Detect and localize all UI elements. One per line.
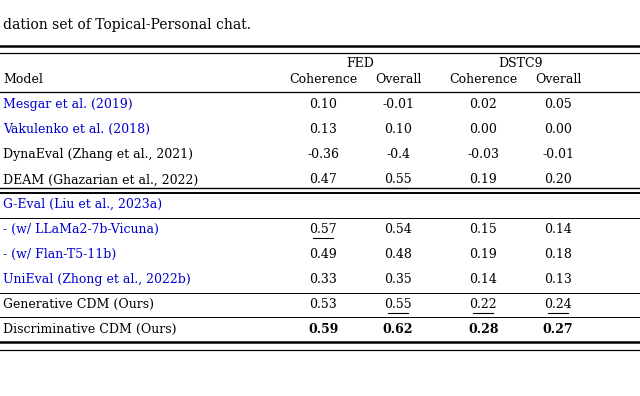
Text: 0.49: 0.49 xyxy=(309,248,337,261)
Text: 0.15: 0.15 xyxy=(469,223,497,236)
Text: Generative CDM (Ours): Generative CDM (Ours) xyxy=(3,298,154,311)
Text: 0.14: 0.14 xyxy=(469,273,497,286)
Text: 0.13: 0.13 xyxy=(309,124,337,136)
Text: DSTC9: DSTC9 xyxy=(498,57,543,70)
Text: DynaEval (Zhang et al., 2021): DynaEval (Zhang et al., 2021) xyxy=(3,148,193,161)
Text: 0.48: 0.48 xyxy=(384,248,412,261)
Text: FED: FED xyxy=(346,57,374,70)
Text: 0.22: 0.22 xyxy=(469,298,497,311)
Text: G-Eval (Liu et al., 2023a): G-Eval (Liu et al., 2023a) xyxy=(3,198,163,211)
Text: 0.13: 0.13 xyxy=(544,273,572,286)
Text: 0.00: 0.00 xyxy=(469,124,497,136)
Text: 0.55: 0.55 xyxy=(384,173,412,186)
Text: -0.01: -0.01 xyxy=(382,99,414,111)
Text: -0.4: -0.4 xyxy=(386,148,410,161)
Text: Model: Model xyxy=(3,73,43,86)
Text: 0.24: 0.24 xyxy=(544,298,572,311)
Text: -0.36: -0.36 xyxy=(307,148,339,161)
Text: Coherence: Coherence xyxy=(449,73,517,86)
Text: 0.28: 0.28 xyxy=(468,323,499,336)
Text: Vakulenko et al. (2018): Vakulenko et al. (2018) xyxy=(3,124,150,136)
Text: 0.18: 0.18 xyxy=(544,248,572,261)
Text: 0.59: 0.59 xyxy=(308,323,339,336)
Text: 0.47: 0.47 xyxy=(309,173,337,186)
Text: 0.35: 0.35 xyxy=(384,273,412,286)
Text: 0.20: 0.20 xyxy=(544,173,572,186)
Text: Discriminative CDM (Ours): Discriminative CDM (Ours) xyxy=(3,323,177,336)
Text: 0.54: 0.54 xyxy=(384,223,412,236)
Text: 0.05: 0.05 xyxy=(544,99,572,111)
Text: 0.53: 0.53 xyxy=(309,298,337,311)
Text: 0.00: 0.00 xyxy=(544,124,572,136)
Text: 0.14: 0.14 xyxy=(544,223,572,236)
Text: - (w/ Flan-T5-11b): - (w/ Flan-T5-11b) xyxy=(3,248,116,261)
Text: -0.01: -0.01 xyxy=(542,148,574,161)
Text: - (w/ LLaMa2-7b-Vicuna): - (w/ LLaMa2-7b-Vicuna) xyxy=(3,223,159,236)
Text: Overall: Overall xyxy=(535,73,581,86)
Text: DEAM (Ghazarian et al., 2022): DEAM (Ghazarian et al., 2022) xyxy=(3,173,198,186)
Text: 0.10: 0.10 xyxy=(384,124,412,136)
Text: 0.27: 0.27 xyxy=(543,323,573,336)
Text: Mesgar et al. (2019): Mesgar et al. (2019) xyxy=(3,99,133,111)
Text: Coherence: Coherence xyxy=(289,73,357,86)
Text: 0.55: 0.55 xyxy=(384,298,412,311)
Text: 0.33: 0.33 xyxy=(309,273,337,286)
Text: 0.57: 0.57 xyxy=(309,223,337,236)
Text: -0.03: -0.03 xyxy=(467,148,499,161)
Text: dation set of Topical-Personal chat.: dation set of Topical-Personal chat. xyxy=(3,18,251,32)
Text: Overall: Overall xyxy=(375,73,421,86)
Text: 0.02: 0.02 xyxy=(469,99,497,111)
Text: 0.19: 0.19 xyxy=(469,248,497,261)
Text: 0.19: 0.19 xyxy=(469,173,497,186)
Text: UniEval (Zhong et al., 2022b): UniEval (Zhong et al., 2022b) xyxy=(3,273,191,286)
Text: 0.10: 0.10 xyxy=(309,99,337,111)
Text: 0.62: 0.62 xyxy=(383,323,413,336)
